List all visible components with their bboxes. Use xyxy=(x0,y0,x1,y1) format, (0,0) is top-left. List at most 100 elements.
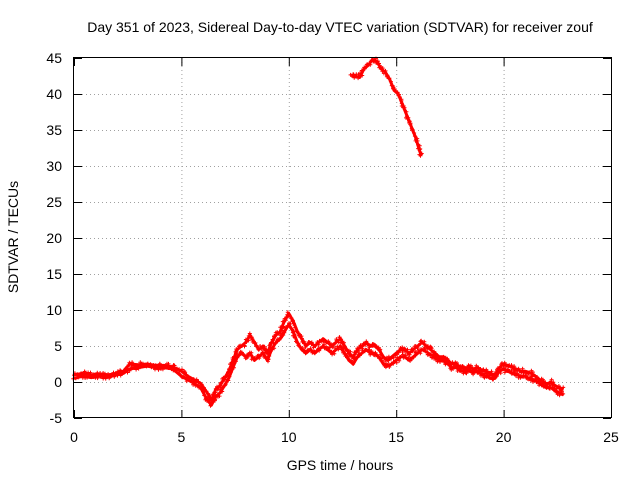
data-point xyxy=(417,147,422,152)
data-point xyxy=(194,377,199,382)
data-point xyxy=(117,370,121,375)
data-point xyxy=(247,331,252,336)
data-point xyxy=(509,363,514,368)
data-point xyxy=(291,328,296,333)
data-point xyxy=(280,319,285,324)
data-point xyxy=(180,367,184,372)
data-point xyxy=(357,74,362,79)
data-point xyxy=(451,366,456,371)
data-point xyxy=(496,370,501,375)
data-point xyxy=(397,94,402,99)
data-point xyxy=(196,379,201,384)
data-point xyxy=(252,356,257,361)
data-point xyxy=(92,373,97,378)
data-point xyxy=(412,131,417,135)
y-tick-label: 40 xyxy=(46,86,62,102)
data-point xyxy=(231,361,236,366)
data-point xyxy=(230,357,235,362)
data-point xyxy=(293,325,298,330)
tick-layer: 0 5 10 15 20 25 -5 0 5 10 15 20 25 30 35 40 45 xyxy=(46,50,619,445)
data-point xyxy=(398,355,403,359)
data-point xyxy=(551,387,556,392)
data-point xyxy=(462,367,467,372)
data-point xyxy=(337,335,342,340)
data-point xyxy=(351,360,356,365)
data-point xyxy=(241,351,246,356)
data-point xyxy=(136,366,141,371)
data-point xyxy=(376,354,380,358)
data-point xyxy=(85,375,90,380)
data-point xyxy=(406,115,411,120)
data-point xyxy=(394,360,399,365)
data-point xyxy=(404,109,409,114)
data-point xyxy=(499,364,504,368)
data-point xyxy=(488,374,492,378)
data-point xyxy=(215,384,219,389)
data-point xyxy=(192,379,197,384)
data-point xyxy=(308,346,313,351)
data-point xyxy=(520,366,525,371)
data-point xyxy=(200,387,205,392)
grid-layer xyxy=(74,58,611,418)
data-point xyxy=(281,333,286,338)
data-point xyxy=(365,62,370,67)
data-point xyxy=(189,378,194,383)
data-point xyxy=(547,386,552,391)
data-point xyxy=(208,403,213,408)
chart-title: Day 351 of 2023, Sidereal Day-to-day VTE… xyxy=(87,19,593,35)
data-point xyxy=(322,342,327,347)
data-point xyxy=(480,372,485,376)
data-point xyxy=(293,336,298,340)
data-point xyxy=(502,370,507,375)
y-tick-label: 20 xyxy=(46,230,62,246)
data-point xyxy=(381,71,386,76)
data-point xyxy=(511,370,516,375)
data-point xyxy=(443,361,448,366)
data-point xyxy=(226,378,231,383)
data-point xyxy=(234,348,239,353)
data-point xyxy=(344,353,349,358)
data-point xyxy=(157,361,162,366)
data-point xyxy=(292,323,297,328)
data-point xyxy=(160,367,165,372)
data-point xyxy=(177,371,182,376)
data-point xyxy=(512,364,517,369)
plot-frame xyxy=(73,57,612,418)
data-point xyxy=(155,365,160,370)
data-point xyxy=(474,363,479,368)
series-line xyxy=(73,312,565,402)
data-point xyxy=(412,134,417,139)
y-axis-label: SDTVAR / TECUs xyxy=(5,181,21,293)
data-point xyxy=(302,339,307,344)
data-point xyxy=(317,348,322,353)
data-point xyxy=(377,61,381,66)
data-point xyxy=(100,372,105,377)
data-point xyxy=(402,105,407,110)
data-point xyxy=(355,355,360,359)
data-point xyxy=(254,344,259,349)
data-point xyxy=(415,346,420,350)
data-point xyxy=(357,353,362,358)
data-point xyxy=(268,345,273,350)
data-point xyxy=(425,344,430,348)
data-point xyxy=(514,371,519,376)
data-point xyxy=(98,374,103,379)
data-point xyxy=(396,350,401,355)
data-point xyxy=(348,352,353,357)
data-point xyxy=(126,363,131,368)
x-tick-label: 0 xyxy=(70,429,78,445)
data-point xyxy=(399,97,404,102)
y-tick-label: 45 xyxy=(46,50,62,66)
data-point xyxy=(228,367,233,372)
data-point xyxy=(407,119,412,124)
data-point xyxy=(396,92,401,97)
data-point xyxy=(561,391,566,396)
data-point xyxy=(315,340,320,345)
data-point xyxy=(502,360,507,365)
data-point xyxy=(330,352,335,357)
data-point xyxy=(268,349,273,354)
data-point xyxy=(540,382,545,387)
data-point xyxy=(410,357,414,361)
data-point xyxy=(202,389,207,394)
